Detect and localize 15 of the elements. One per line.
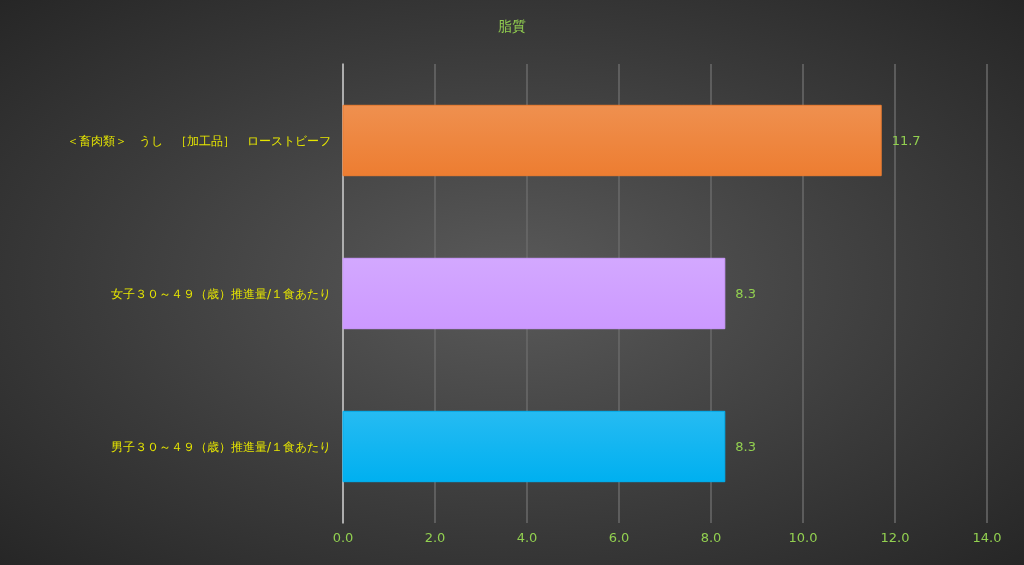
x-tick-label: 8.0 bbox=[700, 530, 722, 545]
x-tick-label: 14.0 bbox=[972, 530, 1002, 545]
x-tick-label: 4.0 bbox=[516, 530, 538, 545]
x-tick-label: 12.0 bbox=[880, 530, 910, 545]
y-tick-label: 男子３０～４９（歳）推進量/１食あたり bbox=[110, 439, 331, 454]
y-tick-label: ＜畜肉類＞ うし ［加工品］ ローストビーフ bbox=[67, 133, 331, 148]
data-label: 11.7 bbox=[891, 133, 921, 148]
x-tick-label: 0.0 bbox=[332, 530, 354, 545]
data-label: 8.3 bbox=[735, 439, 756, 454]
chart-title: 脂質 bbox=[498, 18, 526, 34]
x-tick-label: 6.0 bbox=[608, 530, 630, 545]
x-tick-label: 10.0 bbox=[788, 530, 818, 545]
y-tick-label: 女子３０～４９（歳）推進量/１食あたり bbox=[110, 286, 331, 301]
data-label: 8.3 bbox=[735, 286, 756, 301]
x-tick-label: 2.0 bbox=[424, 530, 446, 545]
